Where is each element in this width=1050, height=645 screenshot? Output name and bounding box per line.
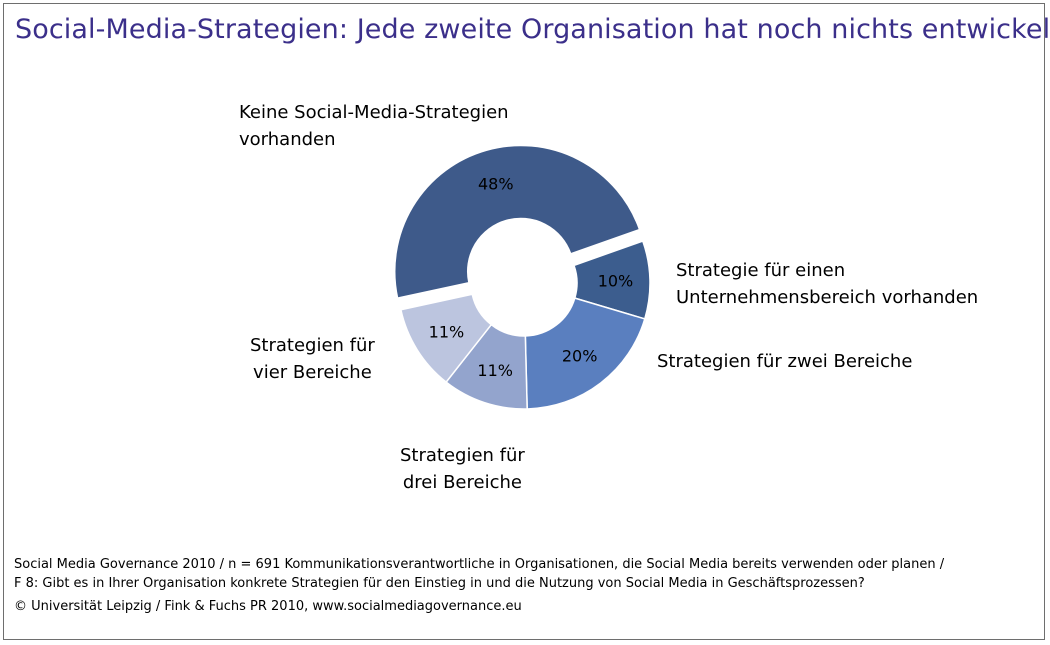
label-keine-line2: vorhanden (239, 129, 336, 150)
chart-title: Social-Media-Strategien: Jede zweite Org… (15, 14, 1050, 45)
slice-zwei-bereiche (524, 297, 646, 410)
label-keine-line1: Keine Social-Media-Strategien (239, 102, 509, 123)
pct-einen-bereich: 10% (598, 272, 634, 291)
label-zwei-line1: Strategien für zwei Bereiche (657, 351, 913, 372)
slice-vier-bereiche (399, 293, 493, 384)
label-vier-bereiche: Strategien für vier Bereiche (250, 332, 375, 386)
footer-source: Social Media Governance 2010 / n = 691 K… (14, 557, 945, 572)
label-einen-line2: Unternehmensbereich vorhanden (676, 287, 979, 308)
pct-drei-bereiche: 11% (477, 361, 513, 380)
label-zwei-bereiche: Strategien für zwei Bereiche (657, 348, 912, 375)
pct-vier-bereiche: 11% (429, 323, 465, 342)
label-drei-line2: drei Bereiche (402, 472, 522, 493)
label-einen-line1: Strategie für einen (676, 260, 846, 281)
label-vier-line2: vier Bereiche (253, 362, 372, 383)
label-keine-strategien: Keine Social-Media-Strategien vorhanden (239, 99, 509, 153)
slice-keine-strategien (393, 144, 641, 300)
footer-copyright: © Universität Leipzig / Fink & Fuchs PR … (14, 599, 522, 614)
label-vier-line1: Strategien für (250, 335, 375, 356)
pct-zwei-bereiche: 20% (562, 347, 598, 366)
pct-keine-strategien: 48% (478, 174, 514, 193)
label-drei-bereiche: Strategien für drei Bereiche (400, 442, 525, 496)
label-drei-line1: Strategien für (400, 445, 525, 466)
label-einen-bereich: Strategie für einen Unternehmensbereich … (676, 257, 978, 311)
chart-frame (3, 3, 1045, 640)
footer-question: F 8: Gibt es in Ihrer Organisation konkr… (14, 576, 865, 591)
